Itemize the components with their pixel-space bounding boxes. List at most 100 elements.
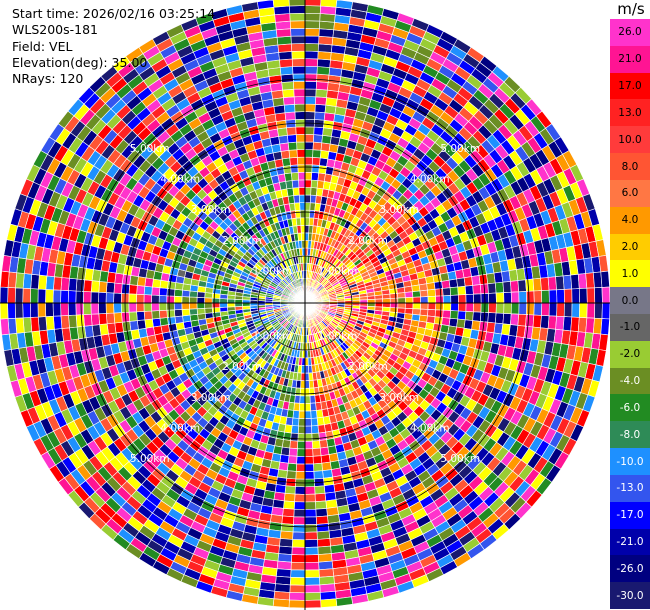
velocity-cell: [321, 461, 332, 472]
velocity-cell: [517, 279, 527, 293]
velocity-cell: [304, 96, 317, 105]
velocity-cell: [279, 538, 293, 548]
velocity-cell: [299, 387, 306, 397]
velocity-cell: [311, 156, 321, 166]
velocity-cell: [299, 209, 306, 219]
velocity-cell: [173, 295, 183, 304]
velocity-cell: [279, 66, 294, 76]
velocity-cells: [0, 0, 610, 609]
velocity-cell: [287, 455, 298, 465]
velocity-cell: [304, 103, 316, 113]
velocity-cell: [279, 454, 290, 464]
velocity-cell: [367, 298, 376, 304]
velocity-cell: [52, 302, 62, 317]
velocity-cell: [136, 276, 147, 287]
colorbar-tick-label: -1.0: [619, 321, 641, 334]
velocity-cell: [283, 500, 295, 510]
velocity-cell: [300, 232, 306, 241]
velocity-cell: [304, 569, 320, 579]
velocity-cell: [298, 418, 306, 427]
velocity-cell: [281, 157, 291, 167]
range-ring-label: 2.00km: [348, 361, 388, 373]
velocity-cell: [60, 315, 70, 329]
velocity-cell: [287, 141, 298, 151]
velocity-cell: [304, 209, 311, 219]
velocity-cell: [68, 314, 78, 329]
velocity-cell: [427, 302, 437, 311]
velocity-cell: [227, 306, 236, 312]
velocity-cell: [53, 315, 63, 330]
range-ring-label: 3.00km: [379, 392, 419, 404]
velocity-cell: [435, 302, 444, 311]
velocity-cell: [60, 289, 69, 304]
velocity-cell: [570, 273, 580, 290]
velocity-cell: [442, 287, 452, 297]
velocity-cell: [304, 395, 311, 404]
velocity-cell: [278, 134, 289, 145]
velocity-cell: [547, 276, 557, 291]
velocity-cell: [22, 302, 32, 319]
velocity-cell: [435, 295, 444, 304]
velocity-cell: [562, 274, 573, 290]
velocity-cell: [427, 309, 436, 318]
velocity-cell: [304, 524, 318, 533]
velocity-cell: [135, 293, 145, 304]
velocity-cell: [456, 277, 466, 288]
velocity-cell: [317, 51, 332, 61]
velocity-cell: [382, 298, 391, 304]
velocity-cell: [167, 316, 177, 325]
velocity-cell: [563, 288, 573, 304]
velocity-cell: [30, 316, 40, 333]
velocity-cell: [151, 294, 160, 304]
velocity-cell: [174, 309, 183, 318]
velocity-cell: [143, 302, 153, 312]
velocity-cell: [113, 312, 123, 324]
velocity-cell: [540, 277, 550, 291]
velocity-cell: [472, 284, 482, 295]
velocity-cell: [294, 103, 306, 113]
velocity-cell: [464, 311, 474, 321]
velocity-cell: [317, 553, 333, 563]
velocity-cell: [280, 149, 291, 160]
colorbar-tick-label: -17.0: [616, 509, 644, 522]
colorbar-tick-label: 6.0: [621, 187, 639, 200]
velocity-cell: [419, 289, 429, 298]
velocity-cell: [598, 254, 609, 273]
velocity-cell: [427, 288, 436, 297]
velocity-cell: [304, 187, 312, 196]
velocity-cell: [284, 111, 296, 121]
range-ring-label: 1.00km: [253, 331, 293, 343]
velocity-cell: [300, 224, 306, 234]
velocity-cell: [174, 315, 184, 324]
velocity-cell: [314, 103, 327, 114]
velocity-cell: [585, 317, 595, 334]
velocity-cell: [166, 295, 175, 304]
velocity-cell: [533, 302, 543, 316]
velocity-cell: [293, 80, 306, 90]
velocity-cell: [304, 599, 322, 609]
velocity-cell: [105, 302, 115, 314]
velocity-cell: [316, 66, 331, 76]
velocity-cell: [14, 302, 24, 319]
colorbar-unit-label: m/s: [617, 0, 645, 18]
velocity-cell: [397, 302, 406, 309]
velocity-cell: [295, 471, 306, 480]
velocity-cell: [256, 0, 275, 10]
velocity-cell: [304, 365, 310, 374]
velocity-cell: [280, 523, 294, 533]
velocity-cell: [294, 493, 306, 503]
velocity-cell: [304, 539, 319, 548]
velocity-cell: [204, 297, 213, 304]
velocity-cell: [412, 302, 421, 310]
velocity-cell: [90, 280, 100, 293]
range-ring-label: 3.00km: [191, 204, 231, 216]
colorbar-tick-label: 21.0: [618, 53, 642, 66]
velocity-cell: [189, 313, 199, 322]
velocity-cell: [283, 492, 296, 503]
velocity-cell: [143, 310, 153, 321]
velocity-cell: [144, 277, 154, 288]
velocity-cell: [292, 65, 306, 75]
range-ring-label: 2.00km: [348, 235, 388, 247]
velocity-cell: [284, 485, 296, 495]
velocity-cell: [457, 310, 467, 321]
